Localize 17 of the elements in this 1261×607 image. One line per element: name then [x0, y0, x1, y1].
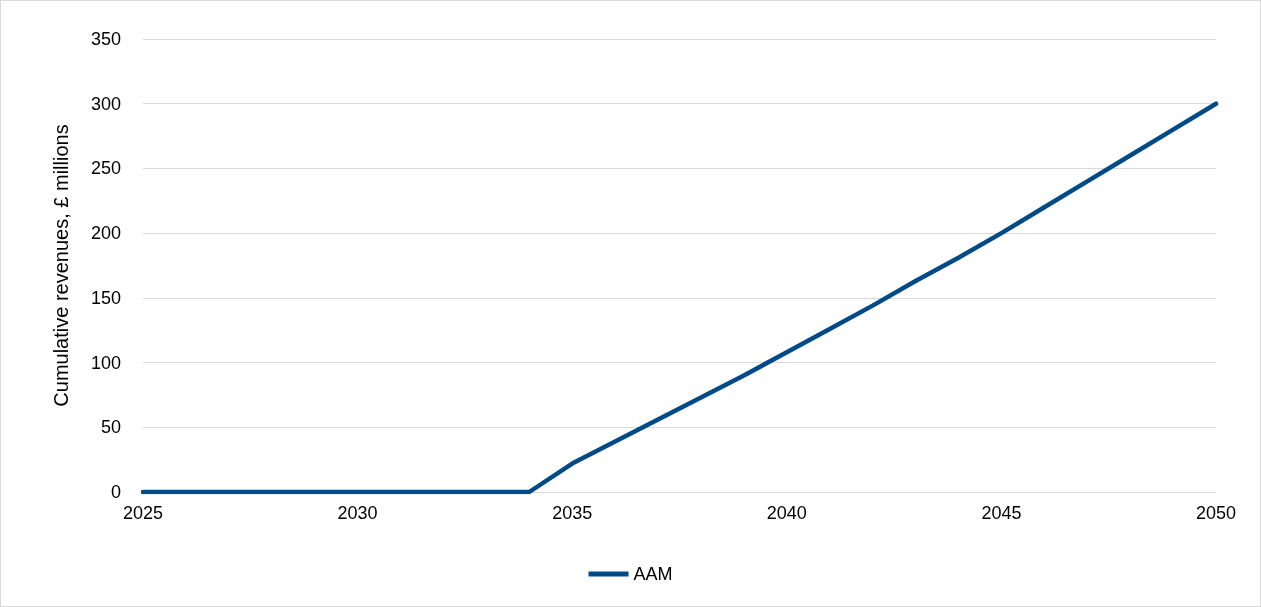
x-tick-label: 2025	[122, 503, 164, 523]
y-tick-label: 100	[90, 352, 121, 373]
y-tick-label: 350	[90, 29, 121, 49]
y-tick-label: 150	[90, 287, 121, 308]
x-tick-label: 2035	[552, 503, 593, 523]
x-tick-label: 2050	[1195, 503, 1237, 523]
y-tick-label: 200	[90, 223, 121, 244]
y-tick-label: 300	[90, 93, 121, 114]
legend-label: AAM	[633, 564, 673, 584]
y-tick-label: 0	[110, 482, 121, 502]
x-tick-label: 2030	[337, 503, 378, 523]
line-series	[140, 101, 1219, 495]
x-tick-label: 2045	[981, 503, 1022, 523]
y-tick-label: 50	[100, 417, 121, 438]
x-tick-label: 2040	[766, 503, 807, 523]
y-tick-label: 250	[90, 158, 121, 179]
y-axis-title: Cumulative revenues, £ millions	[50, 124, 72, 407]
